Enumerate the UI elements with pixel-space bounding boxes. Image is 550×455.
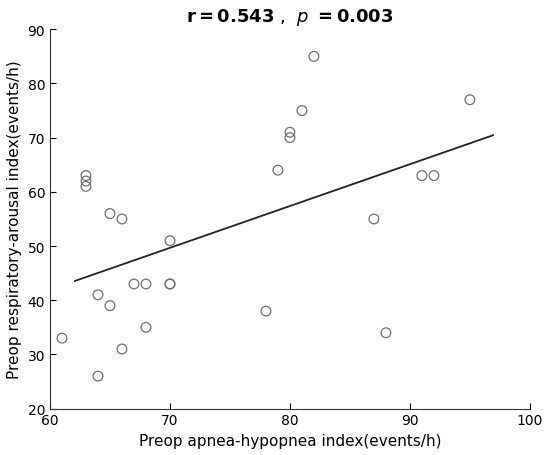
- Point: [166, 238, 174, 245]
- Point: [141, 281, 150, 288]
- Point: [262, 308, 271, 315]
- Y-axis label: Preop respiratory-arousal index(events/h): Preop respiratory-arousal index(events/h…: [7, 61, 22, 379]
- Point: [81, 178, 90, 185]
- Point: [370, 216, 378, 223]
- Title: $\bf{r = 0.543}$ ,  $\it{p}$ $\bf{= 0.003}$: $\bf{r = 0.543}$ , $\it{p}$ $\bf{= 0.003…: [186, 7, 394, 28]
- Point: [106, 210, 114, 217]
- Point: [417, 172, 426, 180]
- Point: [430, 172, 438, 180]
- Point: [118, 216, 127, 223]
- Point: [130, 281, 139, 288]
- Point: [118, 346, 127, 353]
- Point: [273, 167, 282, 174]
- Point: [141, 324, 150, 331]
- Point: [81, 172, 90, 180]
- Point: [106, 303, 114, 310]
- Point: [94, 292, 102, 299]
- Point: [310, 54, 318, 61]
- Point: [285, 129, 294, 136]
- Point: [166, 281, 174, 288]
- Point: [285, 135, 294, 142]
- Point: [94, 373, 102, 380]
- Point: [166, 281, 174, 288]
- Point: [58, 335, 67, 342]
- X-axis label: Preop apnea-hypopnea index(events/h): Preop apnea-hypopnea index(events/h): [139, 433, 441, 448]
- Point: [298, 108, 306, 115]
- Point: [382, 329, 390, 337]
- Point: [81, 183, 90, 191]
- Point: [465, 97, 474, 104]
